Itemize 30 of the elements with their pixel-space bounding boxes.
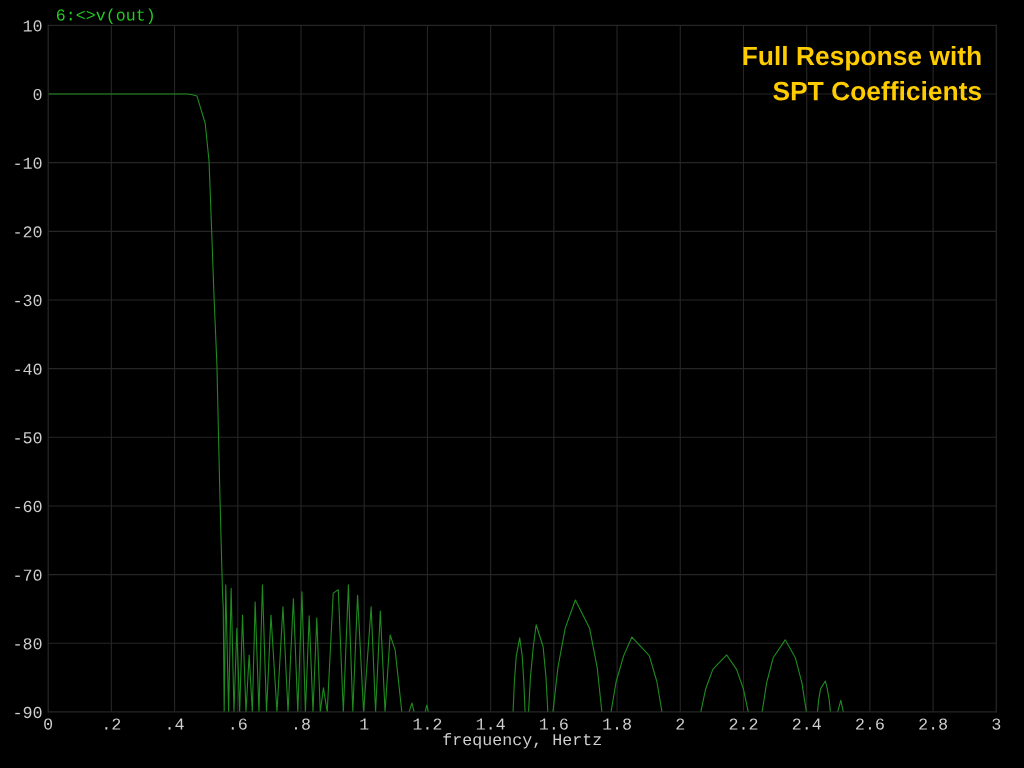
x-tick-label: 2.6: [856, 718, 884, 730]
x-tick-label: 1: [360, 718, 369, 730]
x-tick-label: 2.2: [729, 718, 758, 730]
text: Full Response with SPT Coefficients: [743, 45, 982, 101]
y-tick-label: 10: [23, 20, 42, 32]
y-tick-label: -30: [15, 294, 42, 307]
y-tick-label: 0: [33, 88, 42, 101]
x-tick-label: 1.8: [603, 718, 631, 730]
text: 6:<>v(out): [56, 8, 153, 24]
x-tick-label: 2: [676, 718, 685, 730]
x-tick-label: 0: [44, 718, 53, 730]
y-tick-label: -40: [15, 363, 42, 375]
x-tick-label: 1.2: [413, 718, 442, 730]
y-tick-label: -60: [15, 500, 42, 513]
y-tick-label: -90: [15, 706, 42, 719]
x-axis-title: frequency, Hertz: [443, 733, 601, 749]
x-tick-label: .8: [295, 718, 310, 730]
x-tick-label: 1.6: [540, 718, 568, 730]
x-tick-label: 2.4: [792, 718, 821, 730]
y-tick-label: -50: [15, 432, 42, 444]
y-tick-label: -70: [15, 569, 42, 581]
x-tick-label: .6: [231, 718, 247, 730]
x-tick-label: .2: [105, 718, 121, 730]
x-tick-label: .4: [168, 718, 184, 730]
y-tick-label: -80: [15, 638, 42, 650]
y-tick-label: -10: [15, 157, 42, 169]
x-tick-label: 2.8: [919, 718, 948, 730]
x-tick-label: 1.4: [476, 718, 505, 730]
x-tick-label: 3: [992, 718, 1001, 730]
y-tick-label: -20: [15, 226, 42, 238]
